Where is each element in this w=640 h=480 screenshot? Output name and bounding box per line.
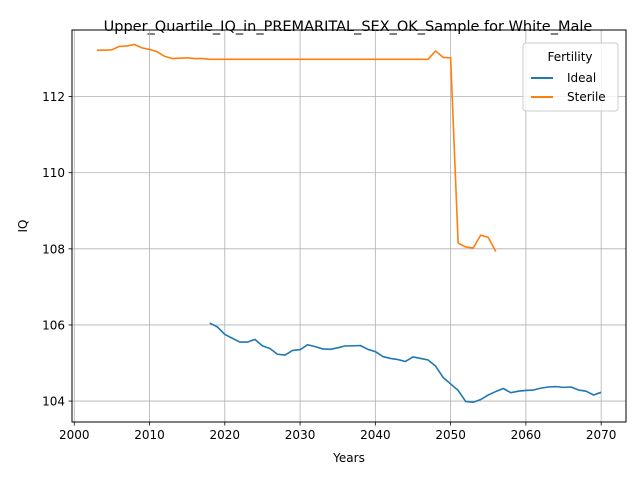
legend: Fertility Ideal Sterile bbox=[522, 42, 619, 112]
x-axis-label: Years bbox=[332, 451, 365, 465]
y-tick-label: 112 bbox=[42, 90, 65, 104]
legend-entry-sterile: Sterile bbox=[567, 90, 606, 104]
plot-frame bbox=[71, 29, 627, 423]
y-axis-label: IQ bbox=[16, 220, 30, 233]
series-line-ideal bbox=[209, 322, 602, 404]
chart-title: Upper_Quartile_IQ_in_PREMARITAL_SEX_OK_S… bbox=[104, 19, 593, 35]
x-tick-label: 2020 bbox=[210, 428, 241, 442]
y-axis: 104 106 108 110 112 bbox=[42, 90, 72, 409]
x-tick-label: 2030 bbox=[285, 428, 316, 442]
legend-entry-ideal: Ideal bbox=[567, 71, 596, 85]
series-line-sterile bbox=[96, 43, 497, 252]
x-tick-label: 2010 bbox=[134, 428, 165, 442]
x-axis: 2000 2010 2020 2030 2040 2050 2060 2070 bbox=[59, 422, 616, 442]
x-tick-label: 2040 bbox=[360, 428, 391, 442]
x-tick-label: 2000 bbox=[59, 428, 90, 442]
series-lines bbox=[96, 43, 602, 404]
legend-box bbox=[522, 42, 619, 112]
y-tick-label: 108 bbox=[42, 242, 65, 256]
x-tick-label: 2060 bbox=[511, 428, 542, 442]
y-tick-label: 110 bbox=[42, 166, 65, 180]
y-tick-label: 104 bbox=[42, 395, 65, 409]
x-tick-label: 2070 bbox=[586, 428, 617, 442]
y-tick-label: 106 bbox=[42, 318, 65, 332]
x-tick-label: 2050 bbox=[435, 428, 466, 442]
legend-title: Fertility bbox=[547, 50, 592, 64]
